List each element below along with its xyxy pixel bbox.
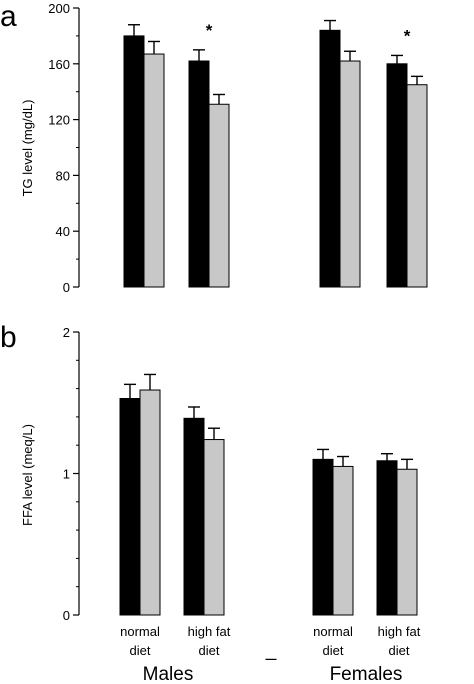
panel-a-y-tick-label: 120: [48, 113, 70, 128]
category-label-1-line2: diet: [130, 643, 151, 658]
panel-a-bars: [123, 19, 428, 288]
panel-b-y-tick-label: 0: [63, 608, 70, 623]
panel-b-bars: [119, 373, 418, 616]
panel-a-y-axis-title: TG level (mg/dL): [20, 100, 35, 197]
panel-a-y-tick-label: 40: [56, 224, 70, 239]
panel-a-y-tick-label: 160: [48, 57, 70, 72]
panel-a-y-tick-label: 80: [56, 168, 70, 183]
panel-b-y-tick-label: 1: [63, 467, 70, 482]
bar-black: [183, 417, 205, 616]
group-label-males: Males: [143, 664, 194, 684]
panel-b-chart: 0 1 2 FFA level (meq/L): [20, 325, 418, 623]
bar-gray: [208, 103, 230, 288]
bar-black: [386, 63, 408, 288]
bar-gray: [406, 84, 428, 288]
panel-b-y-axis-title: FFA level (meq/L): [20, 424, 35, 526]
bar-black: [188, 60, 210, 288]
separator-mark: _: [265, 640, 277, 661]
bar-black: [376, 460, 398, 616]
category-label-3-line1: normal: [313, 624, 353, 639]
bar-gray: [339, 60, 361, 288]
panel-b-y-tick-label: 2: [63, 325, 70, 340]
panel-b-axes: 0 1 2: [63, 325, 80, 623]
bar-gray: [332, 465, 354, 616]
bar-gray: [396, 468, 418, 616]
panel-a-annotations: * *: [206, 21, 411, 46]
panel-a-y-tick-label: 200: [48, 1, 70, 16]
category-label-2-line1: high fat: [188, 624, 231, 639]
category-label-2-line2: diet: [199, 643, 220, 658]
bar-black: [119, 398, 141, 616]
panel-a-y-tick-label: 0: [63, 280, 70, 295]
panel-a-axes: 0 40 80 120 160 200: [48, 1, 80, 295]
bar-gray: [203, 439, 225, 616]
significance-asterisk: *: [404, 26, 411, 45]
bar-black: [312, 458, 334, 616]
category-label-3-line2: diet: [323, 643, 344, 658]
panel-b-letter: b: [0, 321, 17, 354]
category-label-4-line2: diet: [389, 643, 410, 658]
bar-gray: [139, 389, 161, 616]
category-label-1-line1: normal: [120, 624, 160, 639]
significance-asterisk: *: [206, 21, 213, 40]
bar-black: [123, 35, 145, 288]
group-label-females: Females: [330, 664, 403, 684]
panel-a-letter: a: [0, 0, 17, 33]
category-label-4-line1: high fat: [378, 624, 421, 639]
bar-black: [319, 29, 341, 288]
bar-gray: [143, 53, 165, 288]
